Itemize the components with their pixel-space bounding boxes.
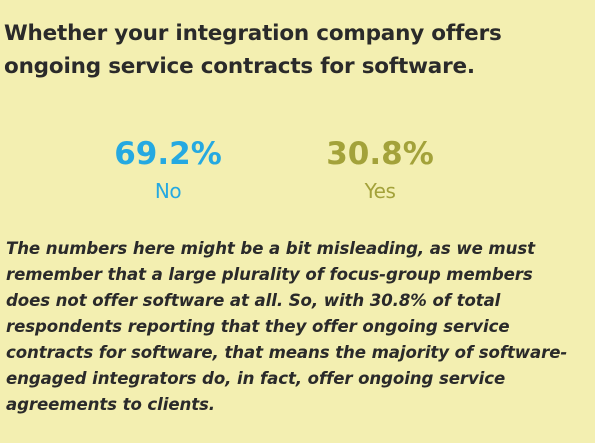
paragraph-line: agreements to clients. <box>6 395 216 414</box>
stat-value: 30.8% <box>326 136 434 172</box>
paragraph-line: does not offer software at all. So, with… <box>6 291 501 310</box>
title-line: ongoing service contracts for software. <box>4 54 475 79</box>
title: Whether your integration company offers … <box>4 17 502 83</box>
paragraph-line: engaged integrators do, in fact, offer o… <box>6 369 506 388</box>
paragraph: The numbers here might be a bit misleadi… <box>6 236 567 418</box>
stat-label: Yes <box>364 179 396 203</box>
paragraph-line: The numbers here might be a bit misleadi… <box>6 239 535 258</box>
paragraph-line: respondents reporting that they offer on… <box>6 317 510 336</box>
stat: 69.2% No <box>68 133 268 206</box>
paragraph-line: contracts for software, that means the m… <box>6 343 568 362</box>
title-line: Whether your integration company offers <box>4 21 502 46</box>
stat-value: 69.2% <box>114 136 222 172</box>
stat: 30.8% Yes <box>280 133 480 206</box>
paragraph-line: remember that a large plurality of focus… <box>6 265 533 284</box>
stat-label: No <box>154 179 182 203</box>
